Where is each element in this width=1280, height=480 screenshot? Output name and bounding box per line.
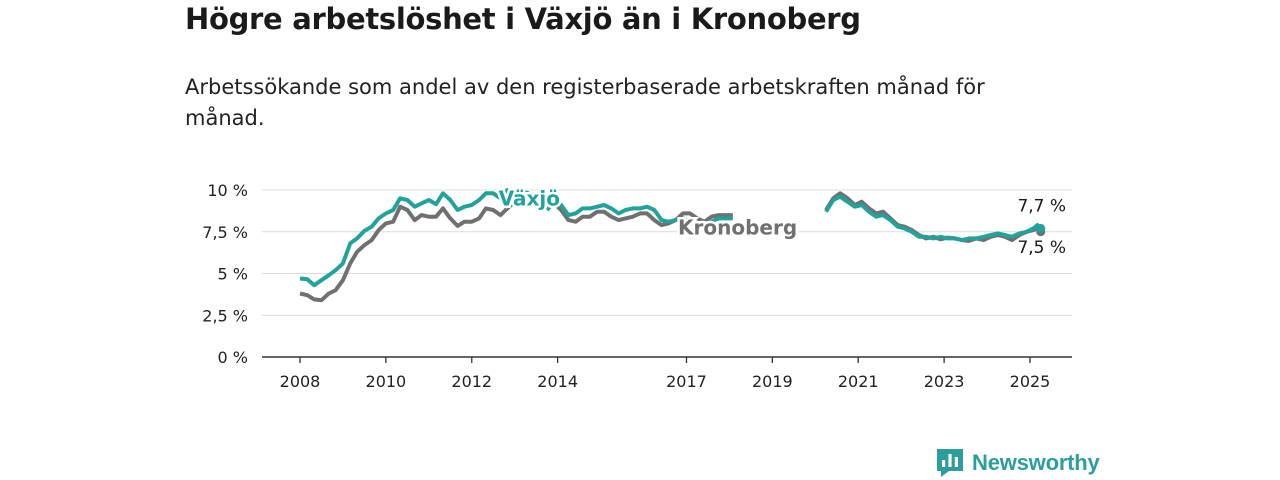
series-lines (299, 188, 1046, 303)
brand-logo: Newsworthy (937, 449, 1100, 477)
x-tick-label: 2008 (280, 372, 321, 391)
series-line-v-xj (824, 194, 1043, 243)
chart-subtitle: Arbetssökande som andel av den registerb… (185, 75, 985, 130)
x-tick-label: 2010 (366, 372, 407, 391)
x-tick-label: 2019 (752, 372, 793, 391)
last-value-label: 7,7 % (1017, 196, 1066, 216)
x-tick-label: 2025 (1010, 372, 1051, 391)
y-tick-label: 7,5 % (202, 223, 248, 242)
series-line-kronoberg (538, 201, 733, 228)
x-tick-label: 2017 (666, 372, 707, 391)
gridlines (262, 189, 1072, 316)
x-tick-label: 2012 (451, 372, 492, 391)
bar-chart-speech-bubble-icon (937, 449, 963, 477)
series-endpoint-v-xj (1036, 223, 1046, 233)
y-tick-label: 2,5 % (202, 306, 248, 325)
y-tick-label: 5 % (218, 265, 248, 284)
series-labels: Växjö Kronoberg 7,7 % 7,5 % (496, 184, 1066, 258)
series-name-label: Kronoberg (678, 216, 797, 240)
brand-name: Newsworthy (972, 450, 1100, 475)
series-line-kronoberg (824, 191, 1043, 243)
x-tick-label: 2014 (537, 372, 578, 391)
series-line-v-xj (299, 188, 530, 288)
y-tick-label: 10 % (207, 181, 248, 200)
x-tick-label: 2023 (924, 372, 965, 391)
series-name-label: Växjö (499, 186, 560, 210)
last-value-label: 7,5 % (1017, 238, 1066, 258)
series-line-v-xj (545, 199, 733, 226)
axes: 0 % 2,5 % 5 % 7,5 % 10 % 2008 2010 2012 2014 2017… (202, 181, 1072, 391)
x-tick-label: 2021 (838, 372, 879, 391)
y-tick-label: 0 % (218, 348, 248, 367)
chart-title: Högre arbetslöshet i Växjö än i Kronober… (185, 2, 861, 36)
series-line-kronoberg (299, 194, 530, 303)
